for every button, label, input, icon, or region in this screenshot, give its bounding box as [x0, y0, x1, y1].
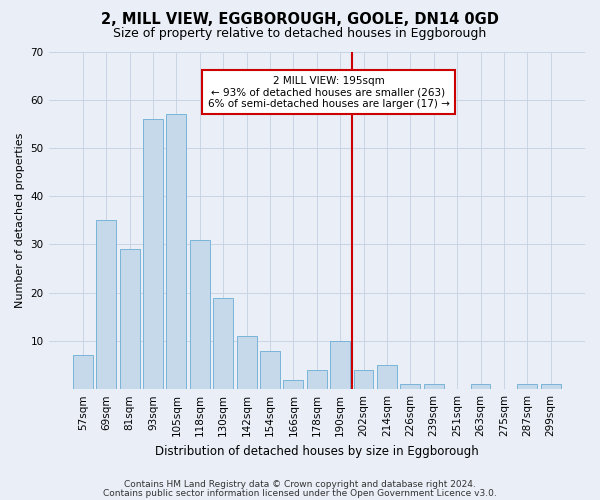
- Bar: [517, 384, 537, 389]
- Bar: [190, 240, 210, 389]
- Bar: [470, 384, 490, 389]
- Bar: [120, 250, 140, 389]
- Bar: [213, 298, 233, 389]
- Text: 2, MILL VIEW, EGGBOROUGH, GOOLE, DN14 0GD: 2, MILL VIEW, EGGBOROUGH, GOOLE, DN14 0G…: [101, 12, 499, 28]
- Bar: [307, 370, 327, 389]
- Bar: [236, 336, 257, 389]
- Bar: [330, 341, 350, 389]
- Bar: [377, 365, 397, 389]
- Bar: [283, 380, 304, 389]
- Text: Size of property relative to detached houses in Eggborough: Size of property relative to detached ho…: [113, 28, 487, 40]
- Bar: [353, 370, 373, 389]
- Bar: [97, 220, 116, 389]
- Text: Contains public sector information licensed under the Open Government Licence v3: Contains public sector information licen…: [103, 488, 497, 498]
- Y-axis label: Number of detached properties: Number of detached properties: [15, 132, 25, 308]
- X-axis label: Distribution of detached houses by size in Eggborough: Distribution of detached houses by size …: [155, 444, 479, 458]
- Bar: [166, 114, 187, 389]
- Bar: [260, 350, 280, 389]
- Bar: [400, 384, 420, 389]
- Text: Contains HM Land Registry data © Crown copyright and database right 2024.: Contains HM Land Registry data © Crown c…: [124, 480, 476, 489]
- Bar: [424, 384, 443, 389]
- Text: 2 MILL VIEW: 195sqm
← 93% of detached houses are smaller (263)
6% of semi-detach: 2 MILL VIEW: 195sqm ← 93% of detached ho…: [208, 76, 449, 109]
- Bar: [541, 384, 560, 389]
- Bar: [73, 356, 93, 389]
- Bar: [143, 119, 163, 389]
